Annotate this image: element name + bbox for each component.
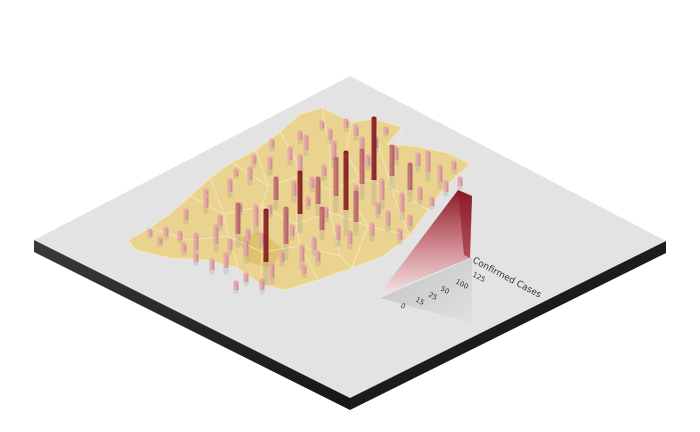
case-bar — [183, 208, 189, 225]
case-bar — [315, 250, 321, 267]
plate-right-side — [350, 241, 666, 410]
case-bar — [383, 126, 389, 137]
case-bar — [393, 146, 399, 166]
case-bar — [437, 164, 443, 190]
case-bar — [259, 278, 265, 295]
case-bar — [429, 196, 435, 210]
case-bar — [389, 144, 395, 190]
case-bar — [375, 202, 381, 219]
case-bar — [347, 230, 353, 250]
case-bar — [223, 252, 229, 275]
case-bar — [369, 222, 375, 242]
case-bar — [319, 120, 325, 131]
case-bar — [457, 176, 463, 190]
case-bar — [291, 180, 297, 203]
case-bar — [417, 186, 423, 206]
case-bar — [309, 176, 315, 193]
case-bars — [147, 116, 463, 295]
case-bar — [297, 130, 303, 144]
case-bar — [269, 262, 275, 285]
case-bar — [203, 194, 209, 214]
case-bar — [311, 236, 317, 256]
case-bar — [297, 170, 303, 233]
case-bar — [263, 208, 269, 286]
case-bar — [397, 228, 403, 245]
case-bar — [305, 196, 311, 210]
case-bar — [243, 238, 249, 264]
case-bar — [233, 168, 239, 179]
case-bar — [359, 148, 365, 200]
case-bar — [177, 230, 183, 244]
region-shade — [238, 232, 284, 268]
case-bar — [399, 192, 405, 221]
case-bar — [209, 258, 215, 275]
case-bar — [233, 280, 239, 294]
district-border — [209, 177, 239, 269]
case-bar — [235, 202, 241, 248]
case-bar — [343, 118, 349, 132]
legend-tick-label: 25 — [427, 291, 439, 302]
district-border — [255, 149, 269, 285]
case-bar — [335, 224, 341, 247]
case-bar — [301, 264, 307, 278]
case-bar — [287, 146, 293, 166]
legend-color-ramp — [378, 190, 472, 296]
case-bar — [407, 214, 413, 231]
legend-tick-label: 0 — [399, 302, 407, 311]
case-bar — [371, 116, 377, 206]
legend-shadow — [380, 258, 472, 323]
case-bar — [227, 238, 233, 255]
case-bar — [253, 204, 259, 235]
case-bar — [227, 178, 233, 198]
case-bar — [327, 128, 333, 145]
case-bar — [379, 178, 385, 209]
case-bar — [353, 190, 359, 236]
case-bar — [267, 204, 273, 218]
case-bar — [163, 226, 169, 240]
case-bar — [319, 206, 325, 240]
case-bar — [267, 156, 273, 176]
district-borders — [149, 107, 429, 285]
case-bar — [289, 224, 295, 241]
case-bar — [157, 236, 163, 247]
case-bar — [315, 176, 321, 216]
case-bar — [283, 206, 289, 261]
case-bar — [279, 250, 285, 267]
case-bar — [193, 252, 199, 266]
legend-ramp-edge — [458, 190, 472, 258]
case-bar — [343, 150, 349, 236]
case-bar — [385, 210, 391, 233]
case-bar — [333, 156, 339, 214]
case-bar — [321, 164, 327, 181]
case-bar — [443, 180, 449, 197]
district-border — [321, 107, 353, 269]
legend-tick-label: 15 — [414, 296, 426, 307]
case-bar — [425, 150, 431, 181]
legend-tick-label: 50 — [439, 285, 451, 296]
case-bar — [407, 162, 413, 202]
case-bar — [213, 224, 219, 253]
case-bar — [353, 124, 359, 141]
case-bar — [251, 154, 257, 168]
case-bar — [451, 160, 457, 174]
plate-left-side — [34, 240, 350, 410]
case-bar — [269, 138, 275, 152]
case-bar — [365, 154, 371, 171]
case-bar — [415, 152, 421, 172]
case-bar — [273, 176, 279, 210]
case-bar — [243, 272, 249, 286]
case-bar — [217, 214, 223, 231]
case-bar — [247, 166, 253, 186]
case-bar — [181, 242, 187, 256]
case-bar — [147, 228, 153, 239]
case-bar — [323, 206, 329, 223]
case-bar — [303, 134, 309, 157]
